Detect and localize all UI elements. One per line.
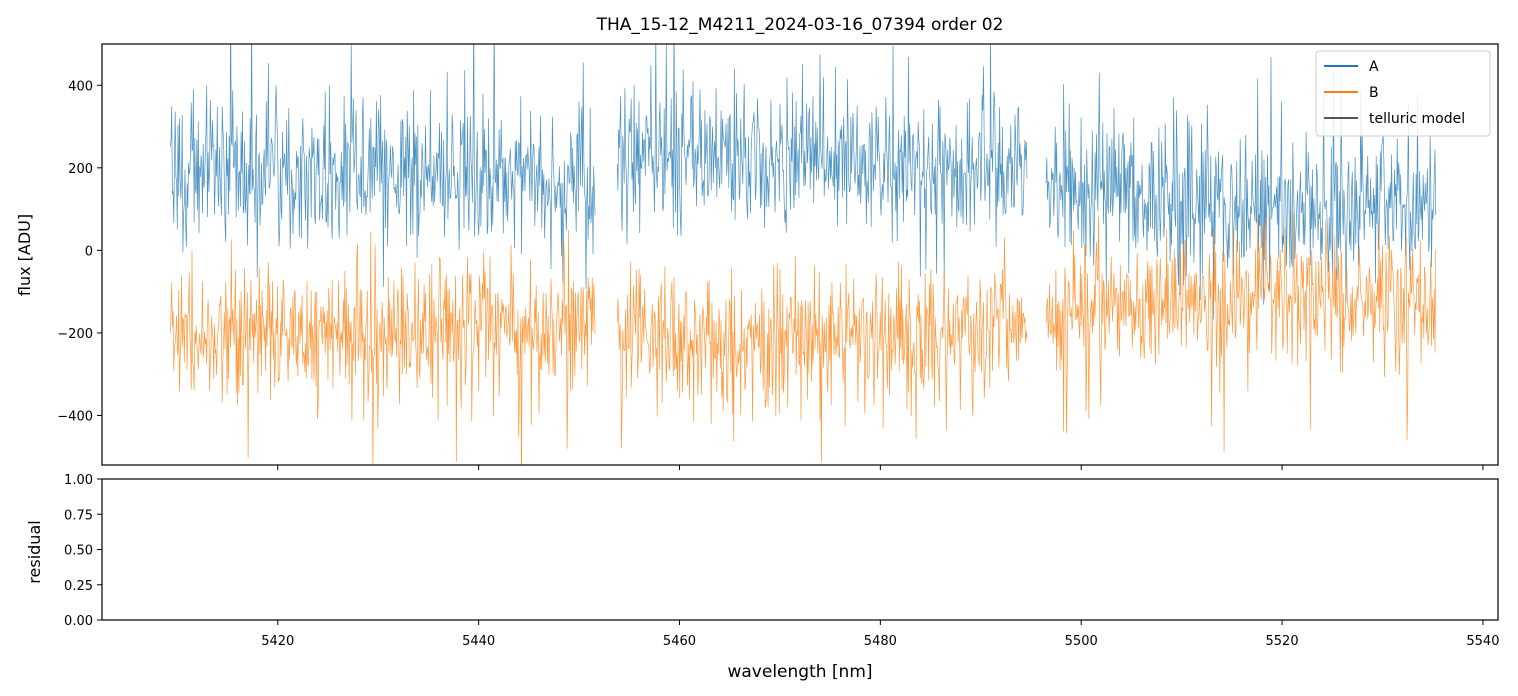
residual-x-tick-label: 5540 bbox=[1466, 634, 1499, 649]
residual-y-tick-label: 0.25 bbox=[64, 579, 93, 594]
legend: A B telluric model bbox=[1315, 50, 1491, 137]
legend-frame bbox=[1315, 50, 1491, 137]
flux-y-tick-label: 0 bbox=[85, 244, 93, 259]
flux-x-ticks bbox=[277, 465, 1484, 470]
residual-y-axis-label: residual bbox=[25, 520, 44, 583]
flux-panel: −400 −200 0 200 400 flux [ADU] A B telluric … bbox=[15, 43, 1499, 470]
residual-y-tick-label: 0.50 bbox=[64, 544, 93, 559]
residual-x-tick-label: 5480 bbox=[864, 634, 897, 649]
flux-y-tick-label: −200 bbox=[57, 327, 93, 342]
residual-x-ticks: 5420 5440 5460 5480 5500 5520 5540 bbox=[261, 620, 1499, 649]
series-A-line-segment-2 bbox=[616, 44, 1028, 283]
series-A-line-segment-3 bbox=[1045, 56, 1437, 320]
flux-y-tick-label: 200 bbox=[68, 162, 93, 177]
series-B-line-segment-1 bbox=[169, 230, 596, 465]
flux-y-axis-label: flux [ADU] bbox=[15, 214, 34, 296]
flux-axes-frame bbox=[101, 43, 1499, 466]
legend-label-A: A bbox=[1369, 59, 1379, 75]
residual-y-ticks: 0.00 0.25 0.50 0.75 1.00 bbox=[64, 473, 102, 629]
residual-y-tick-label: 0.75 bbox=[64, 508, 93, 523]
flux-y-tick-label: 400 bbox=[68, 79, 93, 94]
residual-x-tick-label: 5460 bbox=[663, 634, 696, 649]
residual-x-tick-label: 5500 bbox=[1065, 634, 1098, 649]
residual-y-tick-label: 0.00 bbox=[64, 614, 93, 629]
flux-y-ticks: −400 −200 0 200 400 bbox=[57, 79, 102, 424]
residual-x-tick-label: 5440 bbox=[462, 634, 495, 649]
legend-label-telluric-model: telluric model bbox=[1369, 111, 1465, 127]
residual-panel: 0.00 0.25 0.50 0.75 1.00 5420 5440 5460 5480 550… bbox=[25, 473, 1499, 682]
flux-y-tick-label: −400 bbox=[57, 409, 93, 424]
residual-y-tick-label: 1.00 bbox=[64, 473, 93, 488]
residual-x-tick-label: 5520 bbox=[1266, 634, 1299, 649]
legend-label-B: B bbox=[1369, 85, 1379, 101]
series-B-line-segment-3 bbox=[1045, 212, 1437, 452]
flux-series-group bbox=[169, 44, 1437, 465]
chart-title: THA_15-12_M4211_2024-03-16_07394 order 0… bbox=[596, 15, 1004, 35]
series-A-line-segment-1 bbox=[169, 44, 596, 290]
residual-x-tick-label: 5420 bbox=[261, 634, 294, 649]
x-axis-label: wavelength [nm] bbox=[727, 662, 872, 682]
series-B-line-segment-2 bbox=[616, 237, 1028, 462]
